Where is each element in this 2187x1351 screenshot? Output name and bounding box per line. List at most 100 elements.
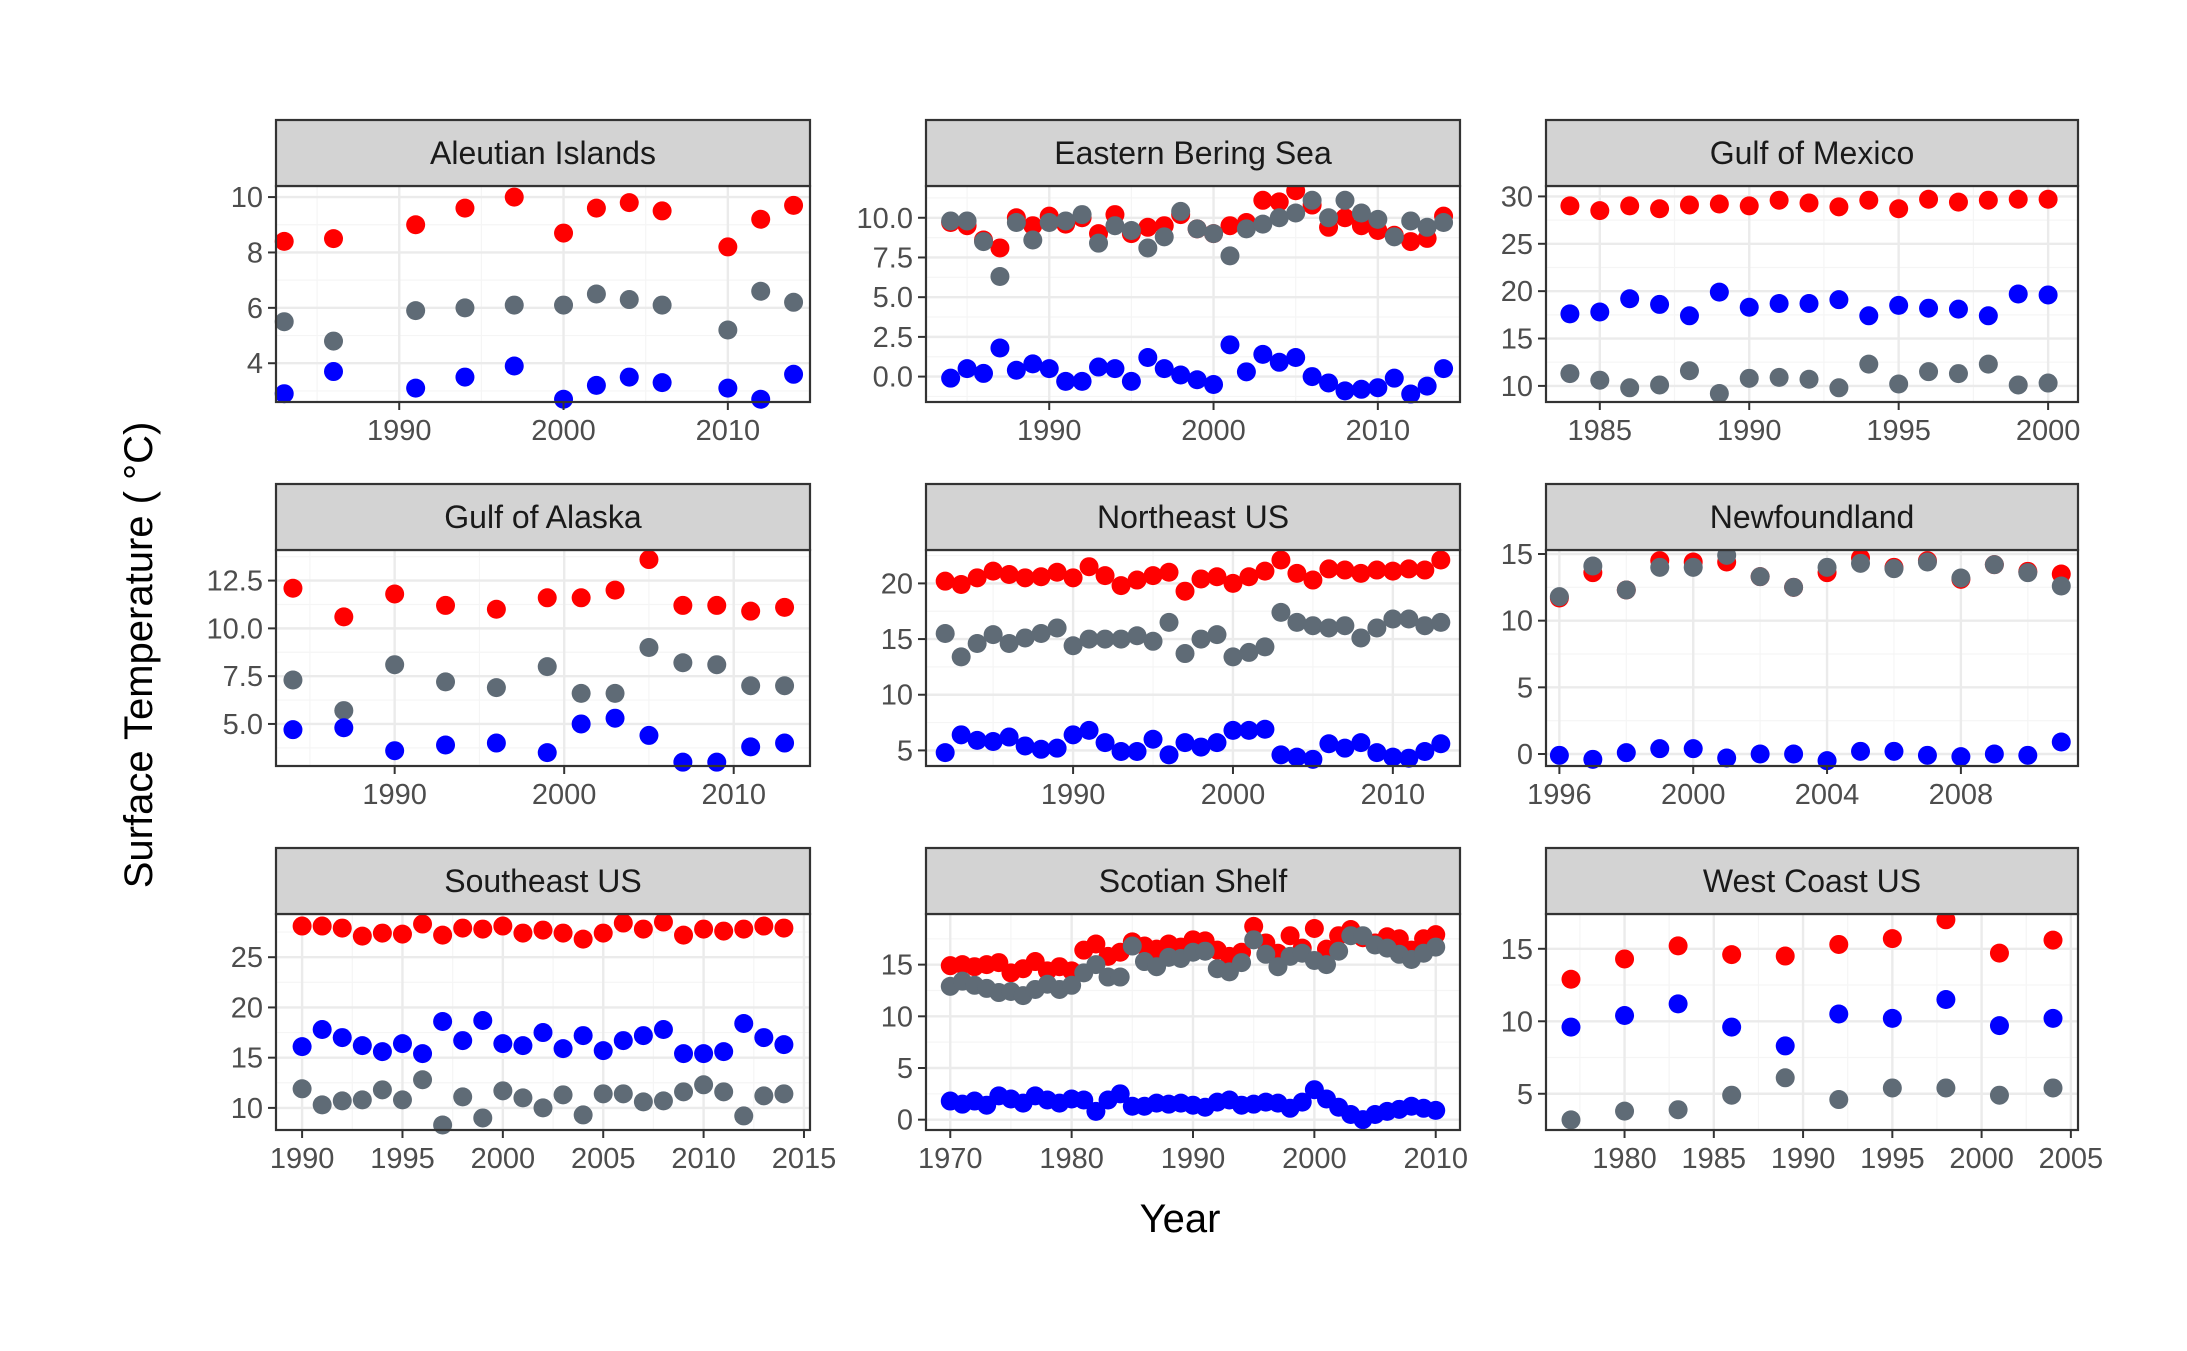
data-point: [1590, 201, 1610, 221]
series-grey: [1549, 545, 2071, 607]
data-point: [1062, 975, 1082, 995]
data-point: [652, 295, 672, 315]
x-tick-label: 2000: [1282, 1143, 1347, 1175]
data-point: [1253, 344, 1273, 364]
data-point: [1884, 741, 1904, 761]
data-point: [453, 1087, 473, 1107]
series-grey: [1561, 1068, 2063, 1130]
data-point: [1023, 354, 1043, 374]
data-point: [1269, 192, 1289, 212]
data-point: [312, 916, 332, 936]
data-point: [1191, 569, 1211, 589]
data-point: [784, 195, 804, 215]
data-point: [714, 1042, 734, 1062]
data-point: [734, 1106, 754, 1126]
data-point: [1775, 1068, 1795, 1088]
data-point: [619, 290, 639, 310]
y-tick-label: 10.0: [857, 203, 913, 235]
plot-background: [276, 550, 810, 766]
series-blue: [940, 1080, 1446, 1130]
data-point: [533, 1098, 553, 1118]
series-blue: [1560, 282, 2058, 326]
data-point: [639, 550, 659, 570]
data-point: [1817, 557, 1837, 577]
data-point: [1769, 293, 1789, 313]
data-point: [1383, 609, 1403, 629]
facet-strip-label: Gulf of Mexico: [1710, 135, 1915, 171]
data-point: [1829, 934, 1849, 954]
data-point: [718, 237, 738, 257]
data-point: [553, 1085, 573, 1105]
data-point: [1105, 359, 1125, 379]
x-tick-label: 2005: [2039, 1143, 2104, 1175]
data-point: [1799, 369, 1819, 389]
data-point: [1851, 741, 1871, 761]
y-tick-label: 10.0: [207, 613, 263, 645]
data-point: [1384, 368, 1404, 388]
y-tick-label: 15: [1501, 539, 1533, 571]
data-point: [274, 312, 294, 332]
data-point: [554, 389, 574, 409]
data-point: [1138, 217, 1158, 237]
data-point: [1401, 211, 1421, 231]
data-point: [1335, 190, 1355, 210]
data-point: [2008, 284, 2028, 304]
data-point: [1280, 926, 1300, 946]
data-point: [2018, 745, 2038, 765]
data-point: [324, 362, 344, 382]
data-point: [1717, 748, 1737, 768]
data-point: [1086, 934, 1106, 954]
data-point: [1006, 213, 1026, 233]
data-point: [1335, 381, 1355, 401]
x-tick-label: 1985: [1568, 415, 1633, 447]
data-point: [673, 752, 693, 772]
data-point: [1650, 739, 1670, 759]
data-point: [1415, 616, 1435, 636]
data-point: [1775, 946, 1795, 966]
series-grey: [940, 926, 1446, 1006]
data-point: [1047, 618, 1067, 638]
data-point: [1769, 190, 1789, 210]
y-tick-label: 10: [231, 182, 263, 214]
data-point: [1750, 744, 1770, 764]
data-point: [352, 926, 372, 946]
data-point: [1549, 745, 1569, 765]
data-point: [436, 672, 456, 692]
data-point: [1616, 580, 1636, 600]
y-tick-label: 0: [1517, 739, 1533, 771]
data-point: [453, 918, 473, 938]
data-point: [1207, 733, 1227, 753]
y-tick-label: 5: [897, 1053, 913, 1085]
y-tick-label: 10: [1501, 606, 1533, 638]
series-grey: [941, 190, 1454, 287]
data-point: [493, 916, 513, 936]
data-point: [573, 1026, 593, 1046]
y-axis-title: Surface Temperature ( °C): [117, 422, 161, 889]
data-point: [1039, 213, 1059, 233]
y-tick-label: 7.5: [873, 242, 913, 274]
x-tick-label: 1990: [367, 415, 432, 447]
data-point: [774, 1084, 794, 1104]
data-point: [1784, 577, 1804, 597]
data-point: [935, 571, 955, 591]
data-point: [1989, 1085, 2009, 1105]
data-point: [1319, 618, 1339, 638]
series-grey: [935, 602, 1451, 667]
x-tick-label: 2000: [531, 415, 596, 447]
data-point: [1560, 304, 1580, 324]
data-point: [1154, 359, 1174, 379]
data-point: [1171, 365, 1191, 385]
x-tick-label: 1970: [918, 1143, 983, 1175]
x-tick-label: 2000: [1201, 779, 1266, 811]
x-tick-label: 2010: [1403, 1143, 1468, 1175]
data-point: [1047, 738, 1067, 758]
data-point: [1039, 359, 1059, 379]
data-point: [673, 595, 693, 615]
data-point: [1319, 373, 1339, 393]
data-point: [554, 223, 574, 243]
data-point: [694, 919, 714, 939]
data-point: [775, 676, 795, 696]
data-point: [613, 913, 633, 933]
data-point: [593, 1041, 613, 1061]
data-point: [1679, 306, 1699, 326]
